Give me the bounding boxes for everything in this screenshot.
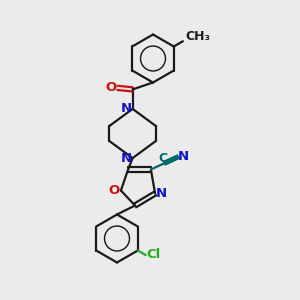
Text: N: N	[120, 152, 132, 165]
Text: O: O	[105, 81, 117, 94]
Text: N: N	[156, 187, 167, 200]
Text: O: O	[109, 184, 120, 197]
Text: N: N	[120, 102, 132, 116]
Text: Cl: Cl	[147, 248, 161, 262]
Text: C: C	[158, 152, 168, 165]
Text: CH₃: CH₃	[185, 30, 210, 43]
Text: N: N	[178, 150, 189, 163]
